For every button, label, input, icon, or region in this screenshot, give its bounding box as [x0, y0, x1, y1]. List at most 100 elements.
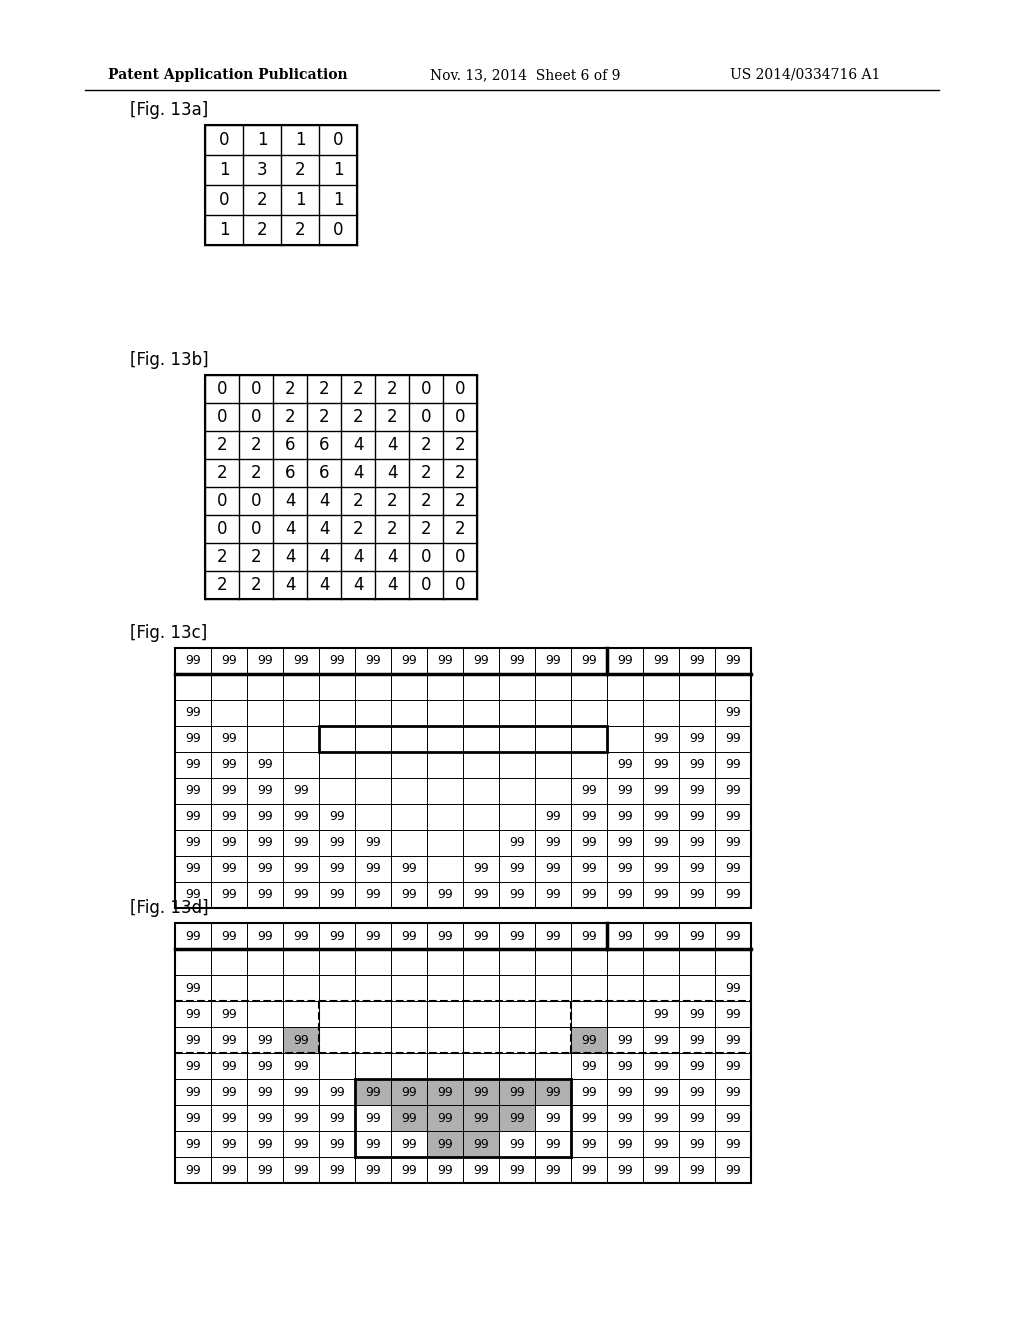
Text: 99: 99	[617, 1138, 633, 1151]
Text: 1: 1	[219, 161, 229, 180]
Text: 99: 99	[545, 1163, 561, 1176]
Text: US 2014/0334716 A1: US 2014/0334716 A1	[730, 69, 881, 82]
Text: 99: 99	[366, 1111, 381, 1125]
Text: 99: 99	[293, 1034, 309, 1047]
Bar	[175, 648, 751, 908]
Text: [Fig. 13b]: [Fig. 13b]	[130, 351, 209, 370]
Text: 99: 99	[221, 929, 237, 942]
Text: 2: 2	[421, 520, 431, 539]
Text: 2: 2	[455, 465, 465, 482]
Text: 99: 99	[366, 862, 381, 875]
Text: 99: 99	[185, 929, 201, 942]
Bar	[205, 125, 357, 246]
Text: 99: 99	[582, 1034, 597, 1047]
Text: 0: 0	[455, 576, 465, 594]
Text: 99: 99	[582, 862, 597, 875]
Text: 4: 4	[318, 576, 330, 594]
Text: 99: 99	[221, 1085, 237, 1098]
Text: 99: 99	[509, 1138, 525, 1151]
Bar	[427, 1078, 463, 1105]
Text: 99: 99	[653, 759, 669, 771]
Text: 99: 99	[689, 733, 705, 746]
Text: 99: 99	[437, 1085, 453, 1098]
Text: 99: 99	[401, 1085, 417, 1098]
Text: 2: 2	[318, 380, 330, 399]
Text: 99: 99	[257, 1085, 272, 1098]
Text: 1: 1	[333, 191, 343, 209]
Text: 99: 99	[293, 1111, 309, 1125]
Text: 99: 99	[582, 837, 597, 850]
Text: 99: 99	[473, 1163, 488, 1176]
Text: 99: 99	[617, 784, 633, 797]
Text: 0: 0	[421, 380, 431, 399]
Text: 99: 99	[257, 1111, 272, 1125]
Text: 99: 99	[366, 1085, 381, 1098]
Text: 99: 99	[509, 655, 525, 668]
Text: 99: 99	[725, 810, 741, 824]
Text: 2: 2	[352, 380, 364, 399]
Text: 2: 2	[295, 161, 305, 180]
Text: 99: 99	[617, 655, 633, 668]
Text: 99: 99	[653, 655, 669, 668]
Bar	[427, 1131, 463, 1158]
Text: 4: 4	[318, 520, 330, 539]
Text: 0: 0	[455, 408, 465, 426]
Text: 2: 2	[217, 548, 227, 566]
Bar	[205, 375, 477, 599]
Text: 99: 99	[509, 1085, 525, 1098]
Text: 1: 1	[295, 131, 305, 149]
Text: 99: 99	[257, 655, 272, 668]
Text: 99: 99	[653, 1060, 669, 1072]
Text: 99: 99	[653, 1163, 669, 1176]
Bar	[175, 923, 751, 1183]
Text: 99: 99	[221, 733, 237, 746]
Text: 99: 99	[617, 888, 633, 902]
Text: 99: 99	[689, 784, 705, 797]
Text: 99: 99	[329, 929, 345, 942]
Text: 99: 99	[221, 810, 237, 824]
Text: 99: 99	[725, 862, 741, 875]
Text: 99: 99	[329, 888, 345, 902]
Text: 0: 0	[251, 380, 261, 399]
Bar	[535, 1078, 571, 1105]
Text: 99: 99	[221, 784, 237, 797]
Text: 4: 4	[318, 548, 330, 566]
Text: 99: 99	[401, 655, 417, 668]
Text: 99: 99	[329, 1138, 345, 1151]
Text: 2: 2	[217, 576, 227, 594]
Text: 99: 99	[185, 982, 201, 994]
Text: 99: 99	[221, 1060, 237, 1072]
Text: 99: 99	[653, 1138, 669, 1151]
Text: 99: 99	[221, 1111, 237, 1125]
Text: 99: 99	[293, 810, 309, 824]
Bar	[427, 1105, 463, 1131]
Text: 2: 2	[387, 492, 397, 510]
Text: 99: 99	[221, 1007, 237, 1020]
Text: 99: 99	[725, 1163, 741, 1176]
Text: 99: 99	[689, 655, 705, 668]
Text: 99: 99	[509, 1163, 525, 1176]
Text: 0: 0	[421, 548, 431, 566]
Text: 99: 99	[185, 837, 201, 850]
Text: 99: 99	[582, 1085, 597, 1098]
Text: 99: 99	[329, 837, 345, 850]
Text: 2: 2	[285, 408, 295, 426]
Text: 99: 99	[329, 862, 345, 875]
Text: 4: 4	[352, 436, 364, 454]
Text: 4: 4	[387, 576, 397, 594]
Text: 99: 99	[725, 929, 741, 942]
Text: 99: 99	[185, 1163, 201, 1176]
Text: 99: 99	[725, 1138, 741, 1151]
Text: 2: 2	[421, 492, 431, 510]
Text: 0: 0	[421, 576, 431, 594]
Text: 6: 6	[318, 436, 330, 454]
Text: 6: 6	[285, 436, 295, 454]
Text: 99: 99	[329, 1163, 345, 1176]
Text: 99: 99	[257, 1163, 272, 1176]
Text: 99: 99	[257, 888, 272, 902]
Text: 2: 2	[217, 436, 227, 454]
Text: 99: 99	[257, 784, 272, 797]
Text: 99: 99	[401, 1138, 417, 1151]
Bar	[499, 1105, 535, 1131]
Text: 99: 99	[617, 1111, 633, 1125]
